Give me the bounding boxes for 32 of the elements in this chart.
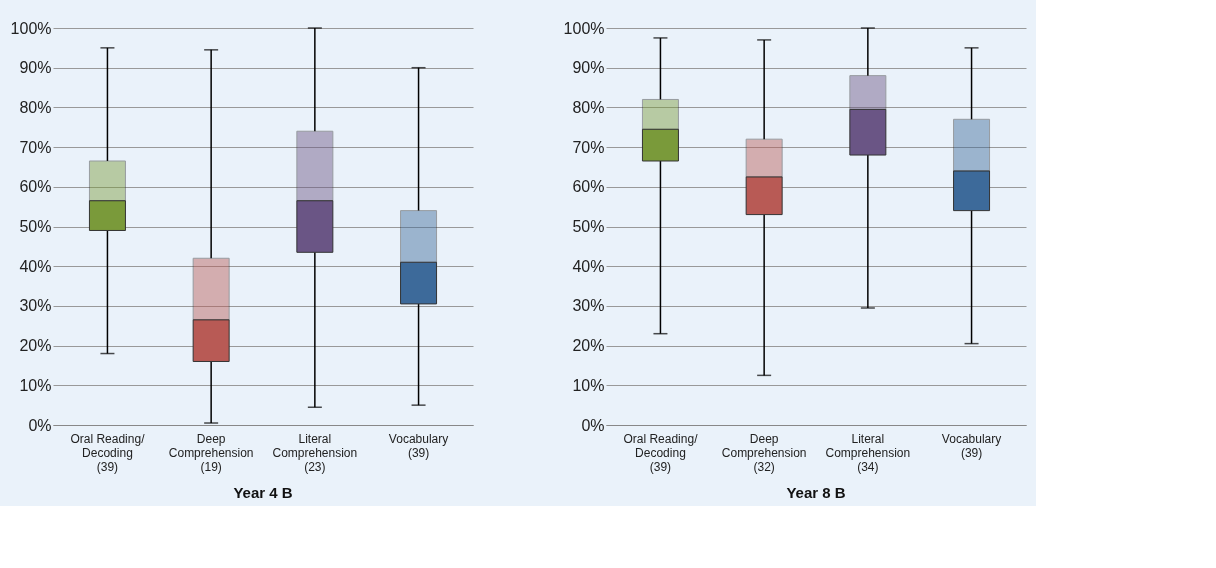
y-tick-label: 80% (19, 98, 52, 116)
y-tick-label: 10% (572, 376, 605, 394)
y-tick-label: 90% (19, 59, 52, 77)
x-tick-label: Literal Comprehension (34) (825, 431, 911, 474)
x-tick-label: Deep Comprehension (19) (168, 431, 254, 474)
x-tick-label: Oral Reading/ Decoding (39) (623, 431, 699, 474)
x-tick-label: Vocabulary (39) (941, 431, 1002, 460)
y-tick-label: 30% (19, 297, 52, 315)
y-tick-label: 60% (19, 178, 52, 196)
text: Year 8 B (786, 484, 846, 501)
y-tick-label: 0% (581, 416, 605, 434)
y-tick-label: 60% (572, 178, 605, 196)
y-tick-label: 70% (19, 138, 52, 156)
x-tick-label: Vocabulary (39) (388, 431, 449, 460)
y-tick-label: 20% (572, 337, 605, 355)
y-tick-label: 90% (572, 59, 605, 77)
x-tick-label: Deep Comprehension (32) (721, 431, 807, 474)
x-tick-label: Oral Reading/ Decoding (39) (70, 431, 146, 474)
y-tick-label: 50% (19, 218, 52, 235)
y-tick-label: 40% (572, 257, 605, 275)
y-tick-label: 20% (19, 337, 52, 355)
y-tick-label: 100% (563, 19, 605, 37)
x-tick-label: Literal Comprehension (23) (272, 431, 358, 474)
y-tick-label: 10% (19, 376, 52, 394)
y-tick-label: 70% (572, 138, 605, 156)
text: Year 4 B (233, 484, 293, 501)
y-tick-label: 50% (572, 218, 605, 235)
y-tick-label: 30% (572, 297, 605, 315)
y-tick-label: 40% (19, 257, 52, 275)
y-tick-label: 80% (572, 98, 605, 116)
y-tick-label: 100% (10, 19, 52, 37)
y-tick-label: 0% (28, 416, 52, 434)
